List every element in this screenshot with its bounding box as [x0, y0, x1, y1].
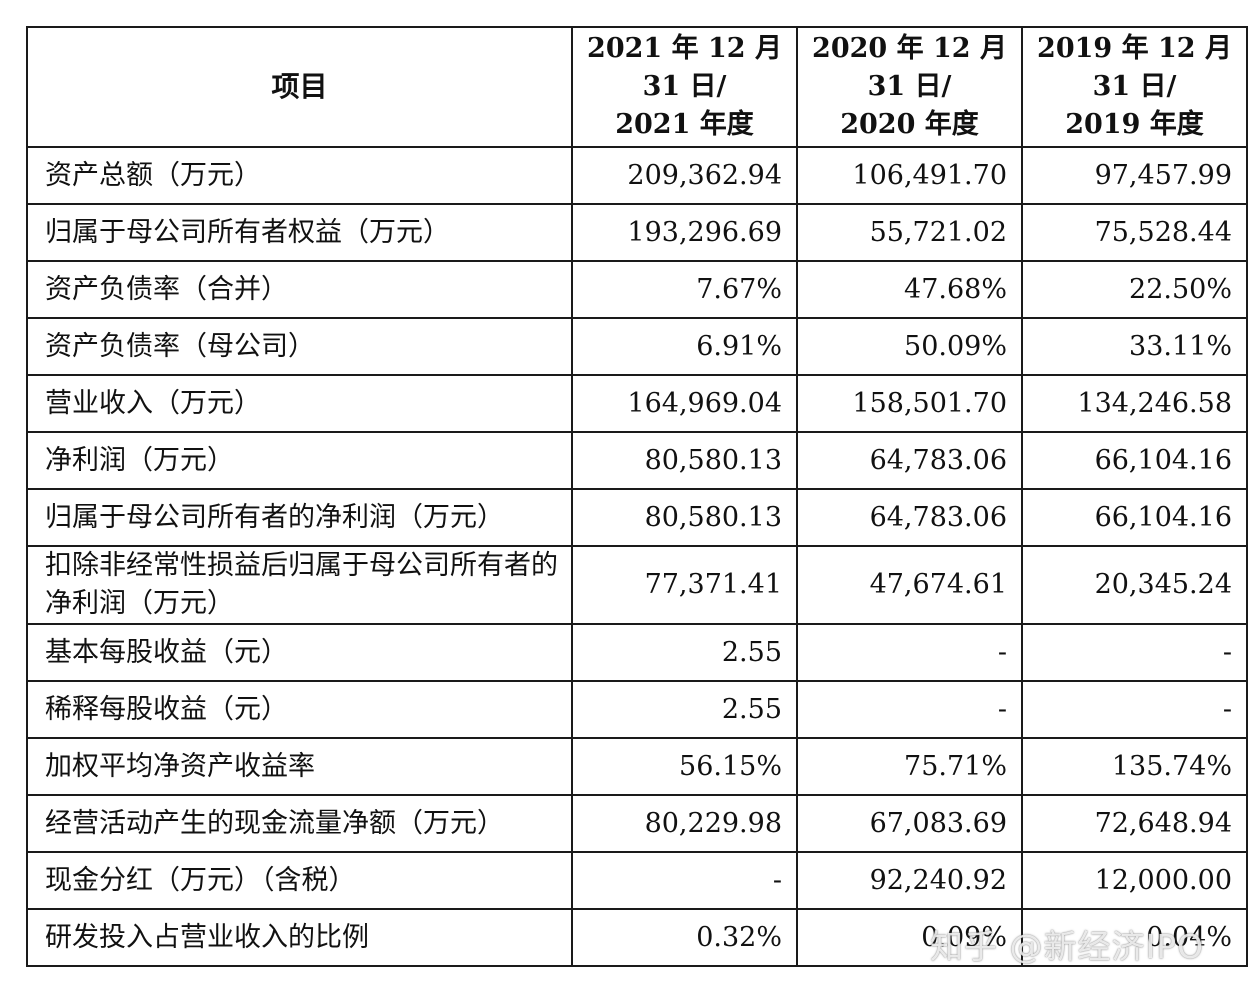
- value-2020: 55,721.02: [796, 203, 1023, 262]
- header-2021: 2021 年 12 月 31 日/ 2021 年度: [571, 26, 798, 148]
- table-row: 资产总额（万元） 209,362.94 106,491.70 97,457.99: [26, 146, 1248, 205]
- row-label: 加权平均净资产收益率: [26, 737, 573, 796]
- value-2021: 193,296.69: [571, 203, 798, 262]
- value-2020: 64,783.06: [796, 488, 1023, 547]
- row-label: 现金分红（万元）（含税）: [26, 851, 573, 910]
- table-row: 研发投入占营业收入的比例 0.32% 0.09% 0.04%: [26, 908, 1248, 967]
- row-label: 营业收入（万元）: [26, 374, 573, 433]
- row-label: 稀释每股收益（元）: [26, 680, 573, 739]
- header-2019-line: 2019 年 12 月: [1037, 33, 1232, 64]
- table-row: 经营活动产生的现金流量净额（万元） 80,229.98 67,083.69 72…: [26, 794, 1248, 853]
- value-2020: 158,501.70: [796, 374, 1023, 433]
- row-label: 扣除非经常性损益后归属于母公司所有者的净利润（万元）: [26, 545, 573, 625]
- header-2019: 2019 年 12 月 31 日/ 2019 年度: [1021, 26, 1248, 148]
- value-2021: 80,580.13: [571, 431, 798, 490]
- table-header-row: 项目 2021 年 12 月 31 日/ 2021 年度 2020 年 12 月…: [26, 26, 1248, 148]
- value-2020: 47.68%: [796, 260, 1023, 319]
- table-row: 现金分红（万元）（含税） - 92,240.92 12,000.00: [26, 851, 1248, 910]
- header-2020-line: 2020 年度: [840, 109, 979, 140]
- header-2021-line: 2021 年 12 月: [587, 33, 782, 64]
- header-2021-line: 2021 年度: [615, 109, 754, 140]
- value-2021: 80,580.13: [571, 488, 798, 547]
- financial-data-table: 项目 2021 年 12 月 31 日/ 2021 年度 2020 年 12 月…: [26, 26, 1248, 967]
- value-2020: 106,491.70: [796, 146, 1023, 205]
- value-2021: 7.67%: [571, 260, 798, 319]
- value-2020: 47,674.61: [796, 545, 1023, 625]
- value-2021: 164,969.04: [571, 374, 798, 433]
- header-2020-line: 31 日/: [867, 71, 952, 102]
- value-2019: 135.74%: [1021, 737, 1248, 796]
- table-row: 加权平均净资产收益率 56.15% 75.71% 135.74%: [26, 737, 1248, 796]
- table-row: 资产负债率（母公司） 6.91% 50.09% 33.11%: [26, 317, 1248, 376]
- value-2019: 97,457.99: [1021, 146, 1248, 205]
- value-2019: 75,528.44: [1021, 203, 1248, 262]
- value-2019: 33.11%: [1021, 317, 1248, 376]
- value-2021: 209,362.94: [571, 146, 798, 205]
- value-2021: 77,371.41: [571, 545, 798, 625]
- table-row: 净利润（万元） 80,580.13 64,783.06 66,104.16: [26, 431, 1248, 490]
- header-2020: 2020 年 12 月 31 日/ 2020 年度: [796, 26, 1023, 148]
- header-2019-line: 2019 年度: [1065, 109, 1204, 140]
- row-label: 净利润（万元）: [26, 431, 573, 490]
- value-2020: 50.09%: [796, 317, 1023, 376]
- value-2019: 12,000.00: [1021, 851, 1248, 910]
- row-label: 资产负债率（母公司）: [26, 317, 573, 376]
- value-2019: 20,345.24: [1021, 545, 1248, 625]
- row-label: 资产总额（万元）: [26, 146, 573, 205]
- row-label: 资产负债率（合并）: [26, 260, 573, 319]
- value-2019: 66,104.16: [1021, 431, 1248, 490]
- table-row: 稀释每股收益（元） 2.55 - -: [26, 680, 1248, 739]
- table-row: 营业收入（万元） 164,969.04 158,501.70 134,246.5…: [26, 374, 1248, 433]
- value-2021: 2.55: [571, 680, 798, 739]
- row-label: 归属于母公司所有者权益（万元）: [26, 203, 573, 262]
- table-row: 资产负债率（合并） 7.67% 47.68% 22.50%: [26, 260, 1248, 319]
- header-2019-line: 31 日/: [1092, 71, 1177, 102]
- value-2020: 75.71%: [796, 737, 1023, 796]
- value-2019: 22.50%: [1021, 260, 1248, 319]
- zhihu-watermark: 知乎 @新经济IPO: [930, 927, 1205, 966]
- value-2019: -: [1021, 623, 1248, 682]
- value-2021: 0.32%: [571, 908, 798, 967]
- value-2021: 56.15%: [571, 737, 798, 796]
- table-row: 扣除非经常性损益后归属于母公司所有者的净利润（万元） 77,371.41 47,…: [26, 545, 1248, 625]
- header-2021-line: 31 日/: [642, 71, 727, 102]
- value-2019: 72,648.94: [1021, 794, 1248, 853]
- row-label: 研发投入占营业收入的比例: [26, 908, 573, 967]
- value-2019: -: [1021, 680, 1248, 739]
- table-row: 基本每股收益（元） 2.55 - -: [26, 623, 1248, 682]
- row-label: 归属于母公司所有者的净利润（万元）: [26, 488, 573, 547]
- value-2021: 6.91%: [571, 317, 798, 376]
- value-2019: 66,104.16: [1021, 488, 1248, 547]
- value-2020: -: [796, 623, 1023, 682]
- value-2019: 134,246.58: [1021, 374, 1248, 433]
- row-label: 基本每股收益（元）: [26, 623, 573, 682]
- table-row: 归属于母公司所有者权益（万元） 193,296.69 55,721.02 75,…: [26, 203, 1248, 262]
- value-2020: 0.09%: [796, 908, 1023, 967]
- value-2020: 67,083.69: [796, 794, 1023, 853]
- value-2021: -: [571, 851, 798, 910]
- value-2020: 64,783.06: [796, 431, 1023, 490]
- value-2021: 80,229.98: [571, 794, 798, 853]
- header-2020-line: 2020 年 12 月: [812, 33, 1007, 64]
- value-2020: 92,240.92: [796, 851, 1023, 910]
- table-row: 归属于母公司所有者的净利润（万元） 80,580.13 64,783.06 66…: [26, 488, 1248, 547]
- value-2021: 2.55: [571, 623, 798, 682]
- value-2020: -: [796, 680, 1023, 739]
- value-2019: 0.04%: [1021, 908, 1248, 967]
- row-label: 经营活动产生的现金流量净额（万元）: [26, 794, 573, 853]
- header-item: 项目: [26, 26, 573, 148]
